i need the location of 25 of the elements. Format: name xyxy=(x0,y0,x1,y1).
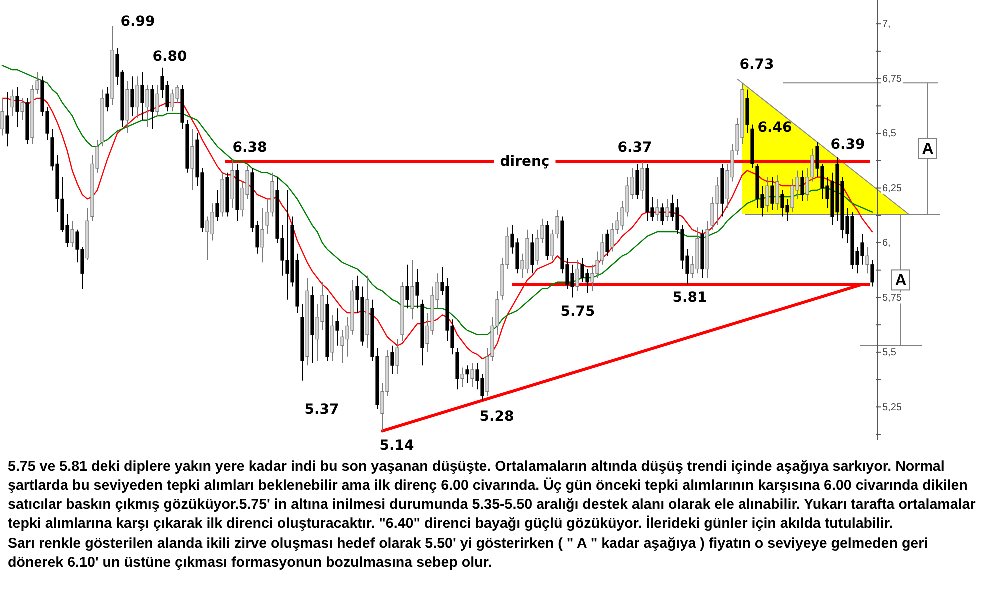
annotation: 6.37 xyxy=(618,140,652,156)
ref-line-label: direnç xyxy=(500,154,550,170)
annotation: 5.14 xyxy=(380,438,415,454)
text: 5.75 ve 5.81 deki diplere yakın yere kadar indi bu son yaşanan düşüşte. Ortalamaların altında düşüş trendi içinde aşağıya sarkıyor. Normal şartlarda bu seviyeden tepki alımları beklenebilir ama ilk direnç 6.00 civarında. Üç gün önceki tepki alımlarının karşısına 6.00 civarında dikilen satıcılar baskın çıkmış gözüküyor.5.75' in altına inilmesi durumunda 5.35-5.50 aralığı destek alanı olarak ele alınabilir. Yukarı tarafta ortalamalar tepki alımlarına karşı çıkarak ilk direnci oluşturacaktır. "6.40" direnci bayağı güçlü gözüküyor. İlerideki günler için akılda tutulabilir. xyxy=(8,459,976,532)
y-tick-label: 5,75 xyxy=(882,292,902,304)
y-tick-label: 5,25 xyxy=(882,402,902,414)
text: A xyxy=(922,141,934,158)
annotation: 6.73 xyxy=(740,56,774,73)
y-tick-label: 6,25 xyxy=(882,183,902,194)
annotation: 6.99 xyxy=(120,14,156,30)
annotation: 5.75 xyxy=(560,304,596,320)
y-tick-label: 5,5 xyxy=(882,348,897,359)
annotation: 5.28 xyxy=(480,408,514,425)
annotation: 6.39 xyxy=(830,136,866,153)
y-tick-label: 6,75 xyxy=(882,74,902,85)
y-tick-label: 7, xyxy=(882,19,891,30)
annotation: 5.81 xyxy=(672,290,708,306)
y-tick-label: 6, xyxy=(882,238,891,250)
text: Sarı renkle gösterilen alanda ikili zirve oluşması hedef olarak 5.50' yi gösterirken ( " A " kadar aşağıya ) fiyatın o seviyeye gelmeden geri dönerek 6.10' un üstüne çıkması formasyonun bozulmasına sebep olur. xyxy=(8,536,928,571)
annotation: 5.37 xyxy=(304,402,340,418)
text: A xyxy=(895,272,908,290)
y-tick-label: 6,5 xyxy=(882,128,897,140)
annotation: 6.46 xyxy=(758,120,792,136)
annotation: 6.80 xyxy=(152,48,188,65)
annotation: 6.38 xyxy=(232,140,268,156)
